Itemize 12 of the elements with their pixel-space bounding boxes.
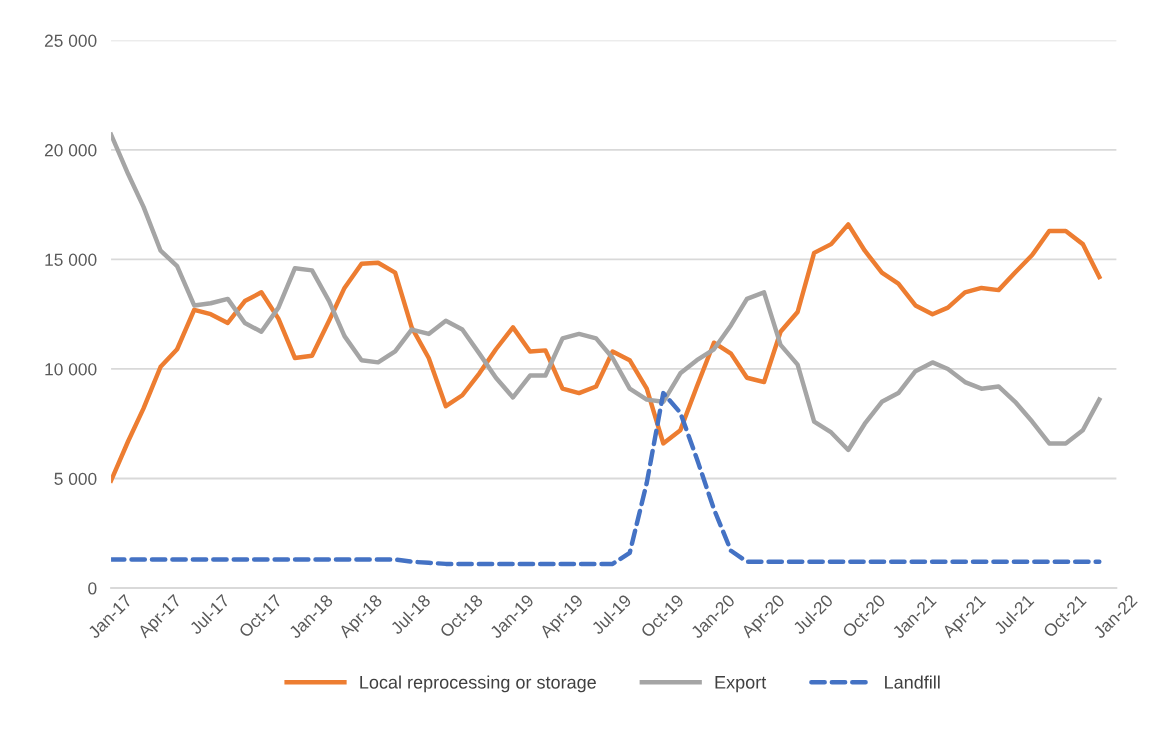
y-tick-label: 10 000 (45, 363, 97, 376)
y-tick-label: 5 000 (54, 472, 97, 485)
y-tick-label: 25 000 (44, 34, 97, 47)
line-series (111, 132, 1102, 453)
legend-label: Export (715, 676, 767, 693)
y-tick-label: 15 000 (45, 253, 97, 266)
legend-label: Landfill (885, 675, 940, 689)
line-series (111, 222, 1102, 483)
legend-label: Local reprocessing or storage (360, 675, 596, 693)
line-series (111, 390, 1102, 567)
y-tick-label: 20 000 (44, 144, 97, 157)
y-tick-label: 0 (88, 582, 97, 595)
